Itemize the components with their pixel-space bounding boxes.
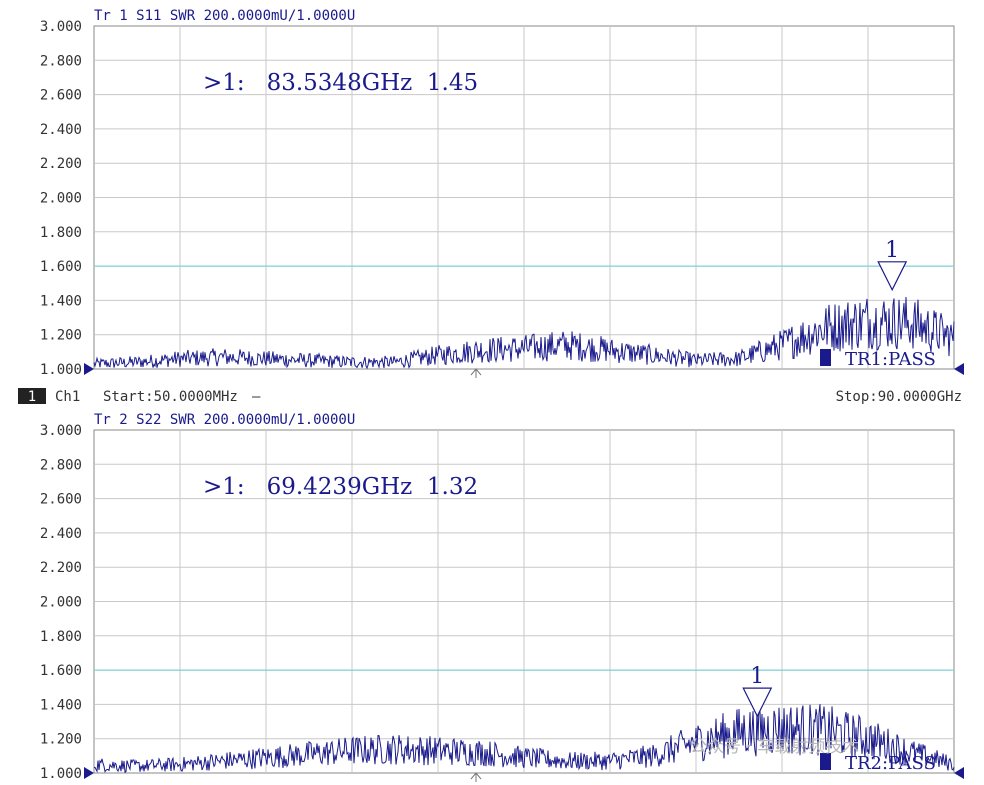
y-tick-label: 2.400: [40, 122, 82, 138]
trace-panel-1: 3.000 2.800 2.600 2.400 2.200 2.000 1.800 1.600…: [40, 8, 964, 378]
marker-readout: >1: 69.4239GHz 1.32: [203, 474, 478, 500]
y-tick-label: 2.000: [40, 595, 82, 611]
y-tick-label: 3.000: [40, 19, 82, 35]
trace-line: [93, 296, 955, 370]
y-tick-label: 2.800: [40, 457, 82, 473]
y-tick-label: 1.600: [40, 259, 82, 275]
reference-arrow-left-icon: [84, 767, 94, 779]
trace-panel-2: 3.000 2.800 2.600 2.400 2.200 2.000 1.800 1.600…: [40, 412, 964, 782]
reference-arrow-right-icon: [954, 767, 964, 779]
marker-triangle-icon[interactable]: [877, 261, 908, 292]
y-tick-label: 1.400: [40, 293, 82, 309]
marker-triangle-icon[interactable]: [742, 687, 773, 718]
y-tick-label: 1.200: [40, 732, 82, 748]
trace-header[interactable]: Tr 2 S22 SWR 200.0000mU/1.0000U: [94, 412, 355, 428]
channel-bar: 1 Ch1 Start:50.0000MHz — Stop:90.0000GHz: [18, 388, 962, 405]
y-tick-label: 2.400: [40, 526, 82, 542]
reference-arrow-left-icon: [84, 363, 94, 375]
y-tick-label: 2.000: [40, 191, 82, 207]
marker-readout: >1: 83.5348GHz 1.45: [203, 70, 478, 96]
pass-indicator-icon: [820, 349, 831, 366]
reference-arrow-right-icon: [954, 363, 964, 375]
y-tick-label: 2.600: [40, 88, 82, 104]
y-tick-label: 2.800: [40, 53, 82, 69]
stop-frequency[interactable]: Stop:90.0000GHz: [836, 389, 962, 405]
watermark: 公众号 · 车载射频技术: [690, 737, 859, 757]
y-tick-label: 1.600: [40, 663, 82, 679]
active-cursor-icon: [470, 772, 482, 782]
start-frequency[interactable]: Start:50.0000MHz: [103, 389, 238, 405]
channel-badge[interactable]: [18, 388, 46, 404]
trace-line: [93, 704, 955, 773]
y-tick-label: 1.200: [40, 328, 82, 344]
marker-label: 1: [885, 238, 899, 263]
trace-header[interactable]: Tr 1 S11 SWR 200.0000mU/1.0000U: [94, 8, 355, 24]
pass-indicator-icon: [820, 753, 831, 770]
y-tick-label: 2.200: [40, 156, 82, 172]
channel-label: Ch1: [55, 389, 80, 405]
y-tick-label: 1.800: [40, 629, 82, 645]
y-tick-label: 3.000: [40, 423, 82, 439]
marker-label: 1: [750, 664, 764, 689]
y-tick-label: 2.200: [40, 560, 82, 576]
y-tick-label: 1.800: [40, 225, 82, 241]
y-tick-label: 1.400: [40, 697, 82, 713]
channel-bar-dash: —: [252, 389, 261, 405]
y-tick-label: 1.000: [40, 766, 82, 782]
active-cursor-icon: [470, 368, 482, 378]
channel-badge-label: 1: [28, 389, 36, 405]
limit-test-status: TR2:PASS: [845, 753, 936, 774]
limit-test-status: TR1:PASS: [845, 349, 936, 370]
y-tick-label: 2.600: [40, 492, 82, 508]
y-tick-label: 1.000: [40, 362, 82, 378]
